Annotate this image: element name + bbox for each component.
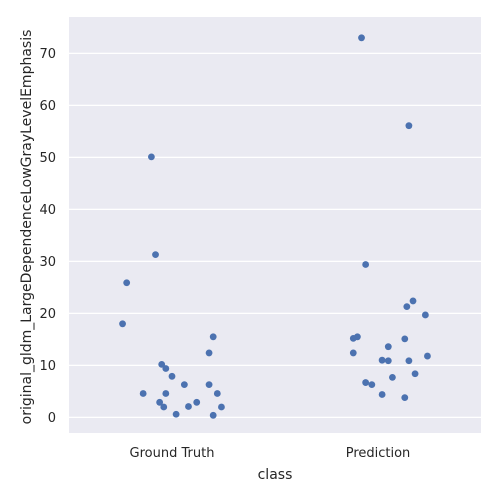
data-point bbox=[158, 360, 166, 368]
data-point bbox=[148, 153, 155, 161]
data-point bbox=[123, 279, 131, 287]
y-tick-label: 10 bbox=[39, 359, 56, 374]
x-axis-label: class bbox=[258, 467, 293, 483]
data-point bbox=[152, 251, 159, 259]
data-point bbox=[409, 297, 417, 305]
data-point bbox=[218, 403, 225, 411]
data-point bbox=[349, 334, 357, 342]
data-point bbox=[378, 356, 386, 364]
y-tick-label: 40 bbox=[39, 203, 56, 218]
data-point bbox=[401, 394, 409, 402]
y-tick-label: 30 bbox=[39, 255, 56, 270]
data-point bbox=[384, 357, 392, 365]
data-point bbox=[389, 373, 396, 381]
plot-background bbox=[69, 17, 481, 433]
y-tick-labels: 0 10 20 30 40 50 60 70 bbox=[39, 47, 56, 426]
data-point bbox=[172, 410, 180, 418]
data-point bbox=[401, 335, 409, 343]
data-point bbox=[139, 390, 147, 397]
data-points bbox=[119, 34, 431, 419]
data-point bbox=[213, 390, 221, 397]
data-point bbox=[205, 381, 213, 389]
y-tick-label: 70 bbox=[39, 47, 56, 62]
data-point bbox=[405, 122, 413, 130]
data-point bbox=[162, 365, 170, 372]
data-point bbox=[209, 333, 217, 341]
data-point bbox=[209, 411, 217, 419]
data-point bbox=[403, 303, 411, 311]
gridlines bbox=[69, 52, 481, 418]
x-tick-label: Prediction bbox=[346, 446, 411, 461]
data-point bbox=[362, 379, 370, 386]
data-point bbox=[349, 349, 357, 357]
data-point bbox=[362, 261, 370, 268]
data-point bbox=[378, 391, 386, 398]
data-point bbox=[119, 320, 126, 328]
y-tick-label: 50 bbox=[39, 151, 56, 166]
data-point bbox=[384, 343, 392, 351]
data-point bbox=[162, 390, 170, 397]
data-point bbox=[185, 403, 192, 410]
data-point bbox=[405, 357, 413, 365]
data-point bbox=[421, 311, 429, 319]
data-point bbox=[168, 372, 176, 380]
y-tick-label: 60 bbox=[39, 99, 56, 114]
y-tick-label: 0 bbox=[48, 411, 56, 426]
data-point bbox=[368, 381, 376, 389]
data-point bbox=[205, 349, 213, 357]
data-point bbox=[160, 403, 168, 411]
data-point bbox=[180, 381, 188, 389]
data-point bbox=[411, 370, 419, 378]
data-point bbox=[358, 34, 365, 42]
data-point bbox=[424, 352, 431, 360]
x-tick-labels: Ground Truth Prediction bbox=[130, 446, 411, 461]
data-point bbox=[193, 398, 201, 406]
x-tick-label: Ground Truth bbox=[130, 446, 215, 461]
y-axis-label: original_gldm_LargeDependenceLowGrayLeve… bbox=[19, 30, 35, 425]
y-tick-label: 20 bbox=[39, 307, 56, 322]
data-point bbox=[156, 398, 164, 406]
